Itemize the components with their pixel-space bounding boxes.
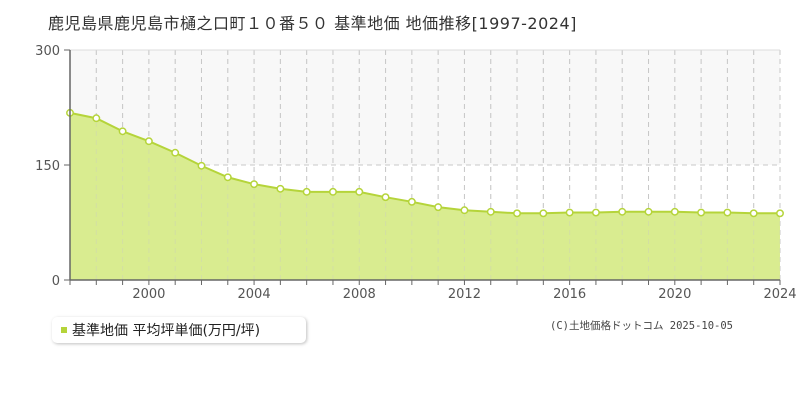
data-point (539, 209, 548, 218)
legend-label: 基準地価 平均坪単価(万円/坪) (72, 323, 261, 339)
data-point (591, 208, 600, 217)
x-tick-label: 2020 (658, 287, 691, 302)
data-point (407, 197, 416, 206)
data-point (565, 208, 574, 217)
data-point (329, 187, 337, 196)
data-point (92, 114, 101, 123)
legend-swatch-icon (61, 327, 67, 333)
x-tick-label: 2008 (343, 287, 376, 302)
data-point (171, 148, 180, 157)
data-point (223, 173, 232, 182)
data-point (118, 127, 127, 136)
x-tick-label: 2000 (132, 287, 165, 302)
data-point (460, 206, 469, 215)
data-point (197, 161, 206, 170)
data-point (276, 184, 285, 193)
x-tick-label: 2016 (553, 287, 586, 302)
data-point (644, 207, 653, 216)
data-point (355, 187, 364, 196)
data-point (486, 207, 495, 216)
series-line (69, 111, 780, 215)
upper-band (70, 50, 780, 165)
area-fill (70, 112, 780, 280)
data-point (302, 187, 311, 196)
legend: 基準地価 平均坪単価(万円/坪) (52, 317, 306, 343)
data-point (618, 207, 627, 216)
x-tick-label: 2012 (448, 287, 481, 302)
data-point (250, 180, 259, 189)
data-point (434, 203, 443, 212)
data-point (697, 208, 706, 217)
chart-title: 鹿児島県鹿児島市樋之口町１０番５０ 基準地価 地価推移[1997-2024] (48, 14, 577, 33)
data-point (144, 137, 153, 146)
y-tick-label: 0 (52, 274, 60, 289)
data-point (723, 208, 732, 217)
data-point (749, 209, 758, 218)
data-point (776, 209, 784, 218)
x-tick-label: 2004 (238, 287, 271, 302)
data-point (513, 209, 521, 218)
x-tick-label: 2024 (763, 287, 796, 302)
data-point (670, 207, 679, 216)
y-tick-label: 150 (35, 159, 60, 174)
copyright-text: (C)土地価格ドットコム 2025-10-05 (550, 320, 734, 332)
y-tick-label: 300 (35, 44, 60, 59)
data-point (381, 193, 390, 202)
